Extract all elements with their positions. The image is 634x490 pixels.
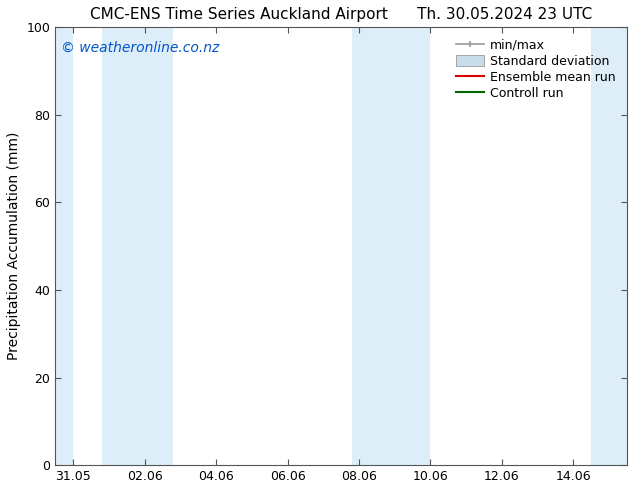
Title: CMC-ENS Time Series Auckland Airport      Th. 30.05.2024 23 UTC: CMC-ENS Time Series Auckland Airport Th.…: [90, 7, 592, 22]
Legend: min/max, Standard deviation, Ensemble mean run, Controll run: min/max, Standard deviation, Ensemble me…: [451, 33, 621, 105]
Bar: [101, 27, 173, 465]
Bar: [592, 27, 627, 465]
Y-axis label: Precipitation Accumulation (mm): Precipitation Accumulation (mm): [7, 132, 21, 361]
Bar: [352, 27, 430, 465]
Bar: [55, 27, 73, 465]
Text: © weatheronline.co.nz: © weatheronline.co.nz: [61, 40, 219, 54]
